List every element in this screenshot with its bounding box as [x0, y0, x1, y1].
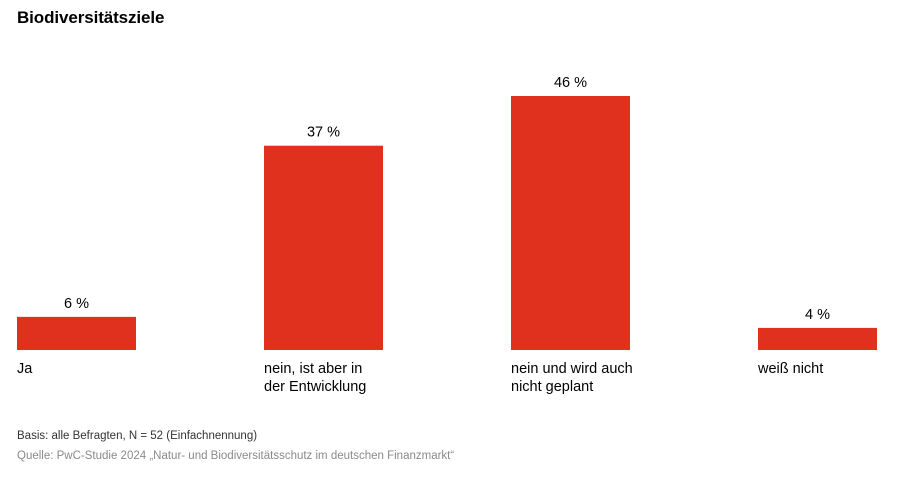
value-label-1: 37 % — [307, 125, 340, 141]
bar-1 — [264, 145, 383, 350]
bar-0 — [17, 316, 136, 350]
bar-chart: 6 % Ja 37 % nein, ist aber in der Entwicklun… — [17, 75, 877, 395]
category-label-2: nein und wird auch nicht geplant — [511, 361, 633, 395]
chart-title: Biodiversitätsziele — [17, 8, 165, 27]
bar-3 — [758, 327, 877, 350]
basis-note: Basis: alle Befragten, N = 52 (Einfachne… — [17, 430, 258, 442]
source-note: Quelle: PwC-Studie 2024 „Natur- und Biod… — [17, 450, 455, 462]
category-label-0: Ja — [17, 361, 33, 377]
value-label-2: 46 % — [554, 75, 587, 91]
value-label-3: 4 % — [805, 307, 830, 323]
category-label-3: weiß nicht — [757, 361, 823, 377]
value-label-0: 6 % — [64, 296, 89, 312]
bar-2 — [511, 96, 630, 350]
category-label-1: nein, ist aber in der Entwicklung — [264, 361, 366, 395]
